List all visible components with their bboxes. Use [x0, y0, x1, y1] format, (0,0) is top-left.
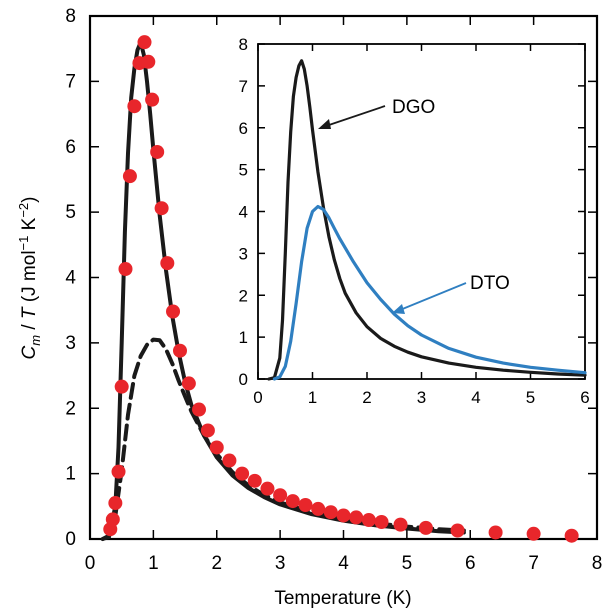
- main-x-tick-label: 5: [402, 553, 413, 574]
- inset-y-tick-label: 5: [239, 161, 248, 180]
- inset-y-tick-label: 0: [239, 370, 248, 389]
- main-data-point: [172, 343, 187, 358]
- main-data-point: [526, 526, 541, 541]
- main-data-point: [374, 515, 389, 530]
- main-x-tick-label: 0: [85, 553, 96, 574]
- main-x-tick-label: 6: [465, 553, 476, 574]
- main-data-point: [209, 440, 224, 455]
- y-title-slash: /: [19, 319, 40, 335]
- main-data-point: [349, 510, 364, 525]
- main-data-point: [393, 517, 408, 532]
- main-y-axis-title: Cm / T (J mol−1 K−2): [16, 197, 43, 360]
- main-x-tick-label: 4: [338, 553, 349, 574]
- y-title-c: C: [19, 345, 40, 359]
- inset-x-tick-label: 4: [471, 388, 480, 407]
- main-y-tick-label: 3: [65, 333, 76, 354]
- dgo-label: DGO: [392, 97, 435, 118]
- main-axis-ticks: 0 1 2 3 4 5 6 7 8 0 1 2 3 4 5 6 7 8: [65, 6, 602, 574]
- y-title-exp1: −1: [16, 236, 31, 251]
- main-series-line-dashed: [100, 337, 466, 541]
- main-y-tick-label: 6: [65, 137, 76, 158]
- main-data-point: [108, 496, 123, 511]
- inset-y-tick-label: 6: [239, 119, 248, 138]
- dto-label: DTO: [470, 273, 510, 294]
- main-data-point: [181, 376, 196, 391]
- main-data-point: [235, 466, 250, 481]
- inset-x-tick-label: 2: [362, 388, 371, 407]
- dgo-arrow: [325, 105, 386, 127]
- main-x-tick-label: 3: [275, 553, 286, 574]
- inset-x-tick-label: 1: [308, 388, 317, 407]
- main-data-point: [298, 498, 313, 513]
- main-data-point: [154, 201, 169, 216]
- main-data-point: [260, 481, 275, 496]
- main-x-tick-label: 1: [148, 553, 159, 574]
- main-data-point: [118, 262, 133, 277]
- y-title-k: K: [19, 217, 40, 235]
- inset-y-tick-label: 4: [239, 203, 248, 222]
- main-data-point: [192, 402, 207, 417]
- main-y-tick-label: 0: [65, 529, 76, 550]
- main-data-point: [114, 379, 129, 394]
- dto-arrow: [399, 282, 467, 311]
- inset-y-tick-label: 8: [239, 35, 248, 54]
- dto-arrow-head: [392, 304, 405, 314]
- inset-x-tick-label: 0: [253, 388, 262, 407]
- main-data-point: [564, 528, 579, 543]
- main-data-point: [222, 453, 237, 468]
- main-data-point: [141, 54, 156, 69]
- y-title-t: T: [19, 306, 40, 319]
- inset-x-tick-label: 6: [580, 388, 589, 407]
- main-data-point: [336, 508, 351, 523]
- main-data-point: [160, 256, 175, 271]
- inset-x-tick-label: 5: [526, 388, 535, 407]
- main-x-tick-label: 2: [211, 553, 222, 574]
- main-data-point: [111, 464, 126, 479]
- main-y-tick-label: 4: [65, 268, 76, 289]
- main-data-point: [127, 99, 142, 114]
- y-title-unit-open: (J mol: [19, 250, 40, 307]
- inset-series-line-dgo: [267, 59, 587, 381]
- inset-y-tick-label: 2: [239, 286, 248, 305]
- main-data-point: [247, 473, 262, 488]
- main-x-axis-title: Temperature (K): [274, 588, 411, 609]
- y-title-exp2: −2: [16, 203, 31, 218]
- main-y-tick-label: 5: [65, 202, 76, 223]
- inset-series-layer: [267, 59, 587, 381]
- main-data-point: [273, 488, 288, 503]
- inset-x-tick-label: 3: [417, 388, 426, 407]
- main-series-layer: [100, 35, 579, 543]
- main-data-point: [145, 92, 160, 107]
- inset-series-line-dto: [272, 204, 587, 381]
- main-data-point: [311, 501, 326, 516]
- main-y-tick-label: 2: [65, 398, 76, 419]
- main-y-tick-label: 7: [65, 71, 76, 92]
- dgo-arrow-head: [318, 119, 331, 129]
- y-title-sub-m: m: [28, 335, 43, 346]
- inset-y-tick-label: 1: [239, 328, 248, 347]
- main-data-point: [361, 513, 376, 528]
- main-data-point: [137, 35, 152, 50]
- main-data-point: [488, 525, 503, 540]
- main-data-point: [150, 144, 165, 159]
- main-data-point: [105, 512, 120, 527]
- y-title-unit-close: ): [19, 197, 40, 203]
- main-data-point: [200, 423, 215, 438]
- inset-y-tick-label: 7: [239, 77, 248, 96]
- main-data-point: [450, 523, 465, 538]
- main-data-point: [323, 505, 338, 520]
- main-y-tick-label: 8: [65, 6, 76, 27]
- inset-plot: 0 1 2 3 4 5 6 0 1 2 3 4 5 6 7 8 DGO DTO: [239, 35, 590, 407]
- inset-y-tick-label: 3: [239, 244, 248, 263]
- main-data-point: [418, 520, 433, 535]
- main-plot: 0 1 2 3 4 5 6 7 8 0 1 2 3 4 5 6 7 8 Temperature (K) Cm / …: [16, 6, 602, 609]
- main-x-tick-label: 7: [528, 553, 539, 574]
- main-y-tick-label: 1: [65, 464, 76, 485]
- inset-axis-ticks: 0 1 2 3 4 5 6 0 1 2 3 4 5 6 7 8: [239, 35, 590, 407]
- main-data-point: [285, 494, 300, 509]
- main-x-tick-label: 8: [592, 553, 603, 574]
- main-data-point: [166, 304, 181, 319]
- main-data-point: [122, 169, 137, 184]
